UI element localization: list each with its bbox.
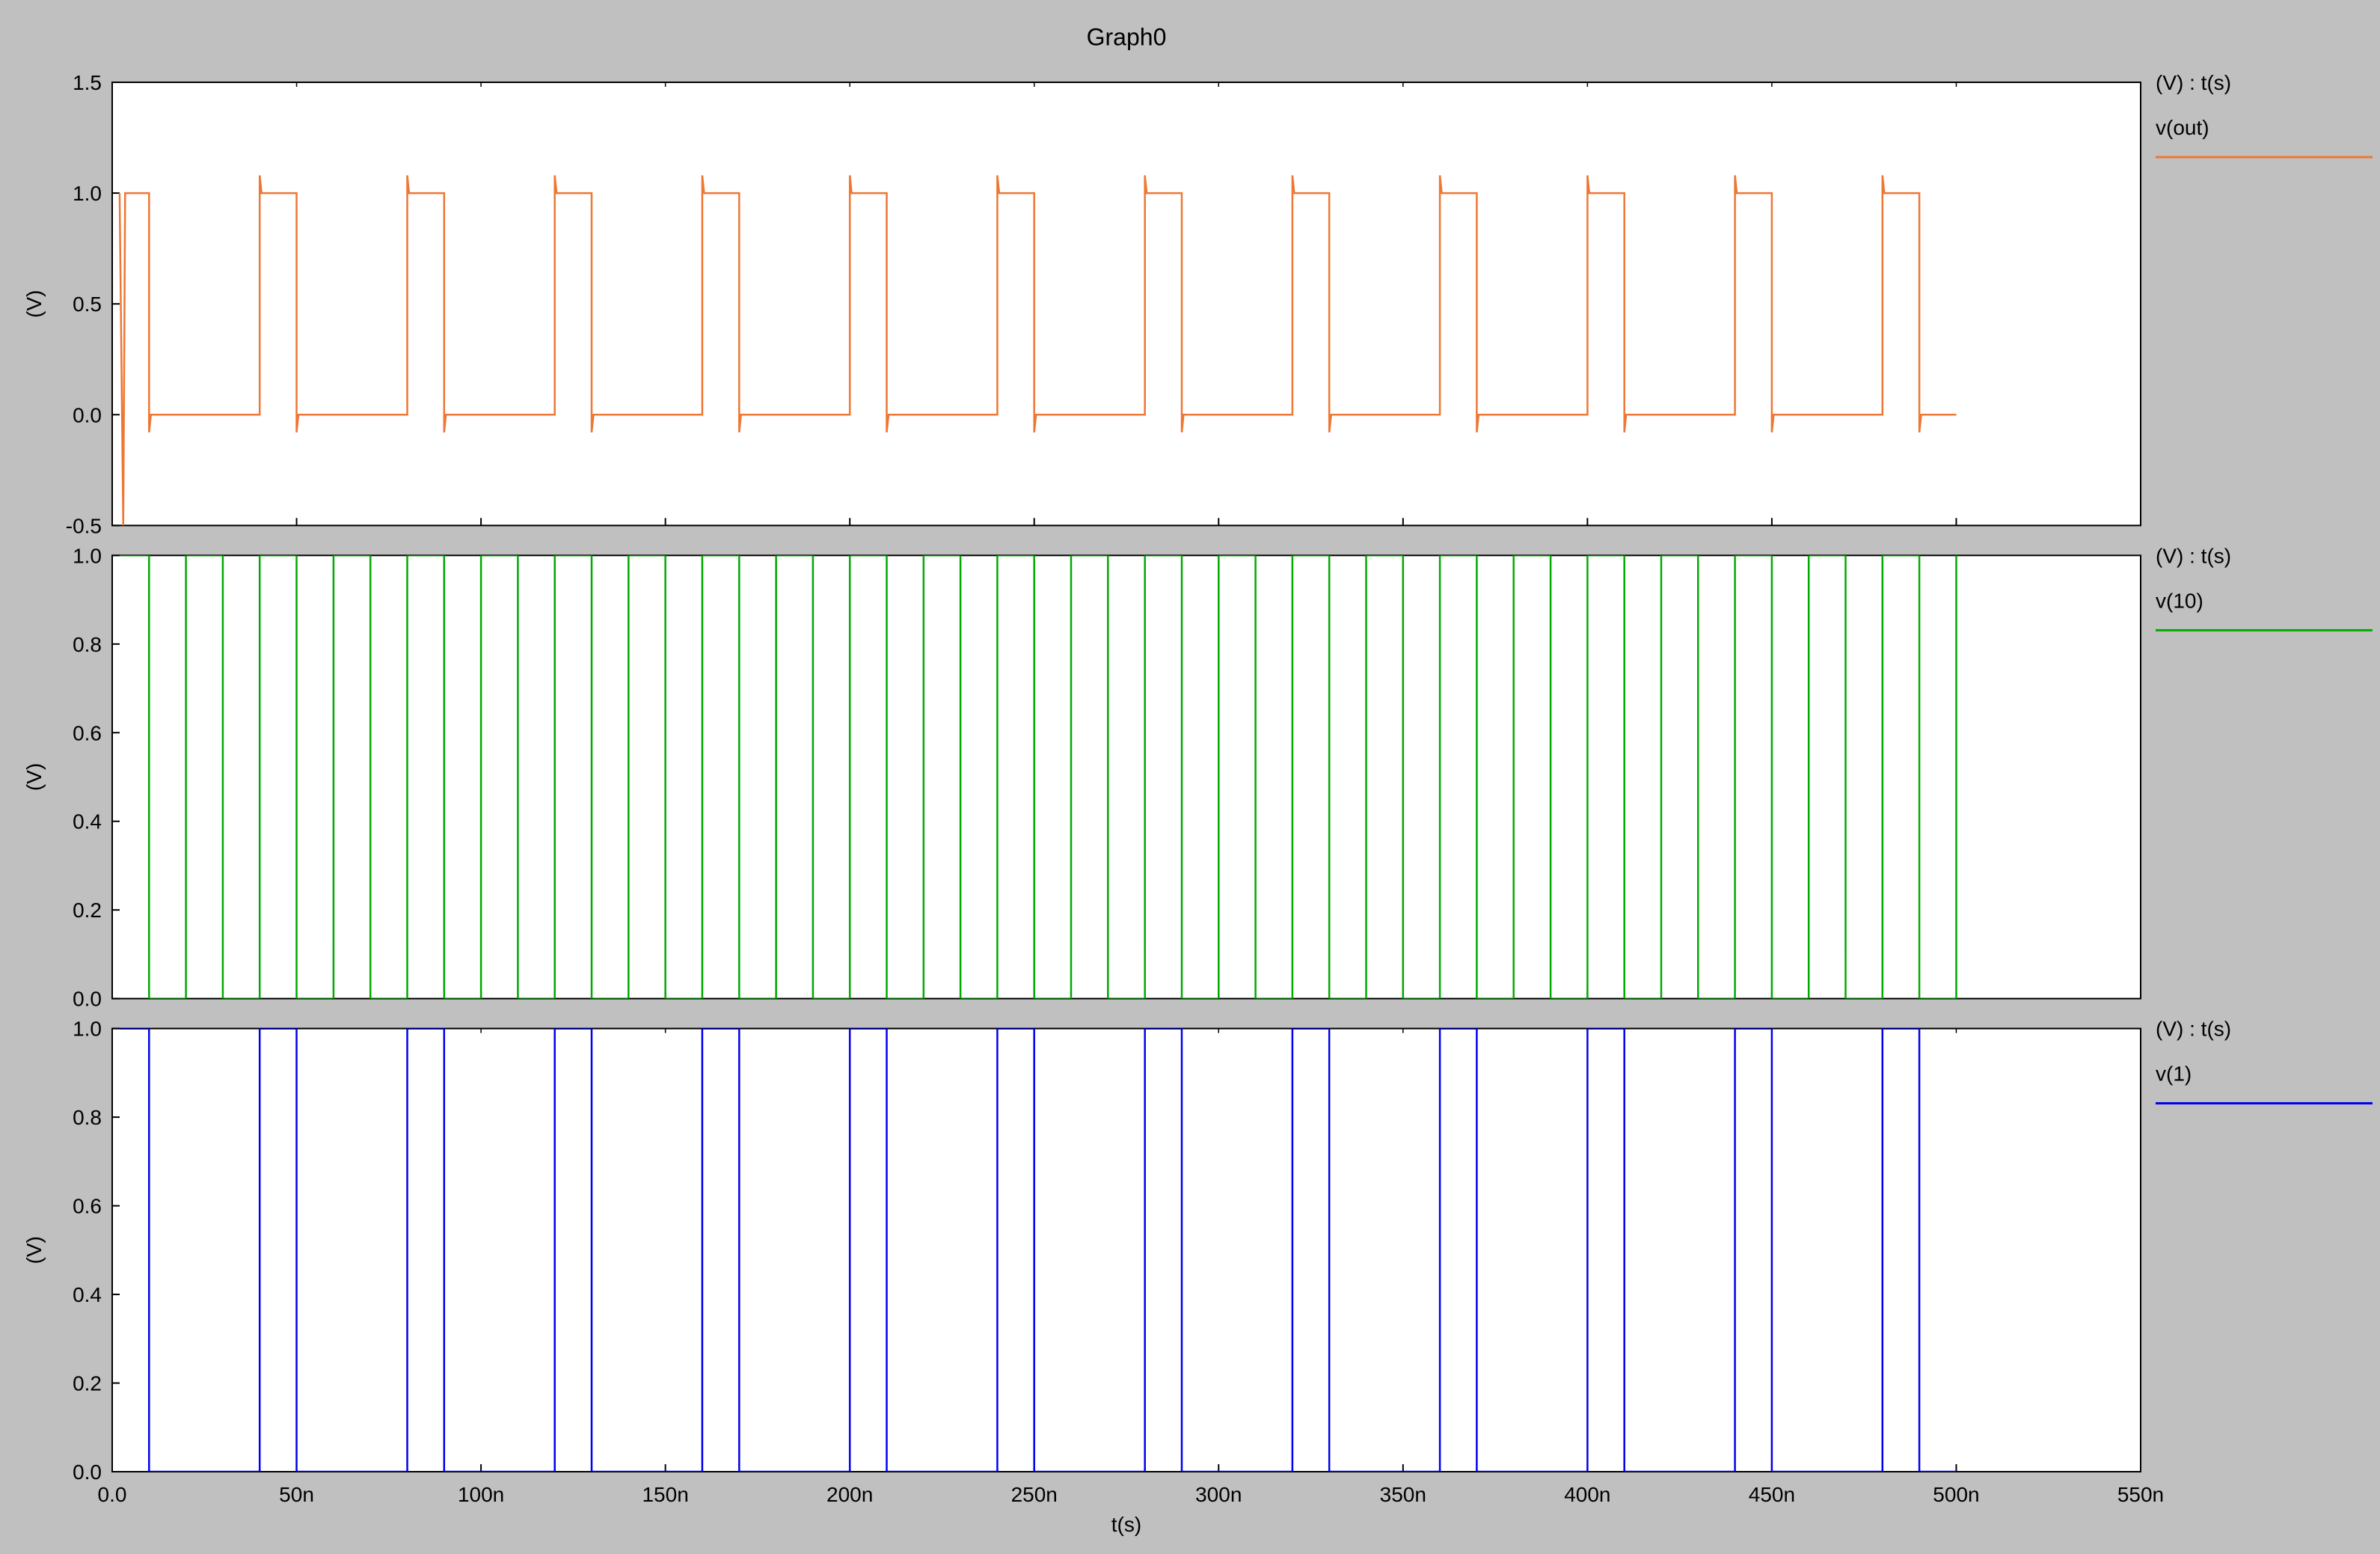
x-tick-label: 250n — [1011, 1483, 1058, 1506]
y-tick-label: 0.2 — [73, 899, 102, 922]
x-tick-label: 550n — [2117, 1483, 2164, 1506]
y-tick-label: 1.5 — [73, 71, 102, 94]
legend-signal-name: v(out) — [2156, 116, 2209, 139]
legend-header: (V) : t(s) — [2156, 1018, 2231, 1041]
x-tick-label: 0.0 — [98, 1483, 127, 1506]
legend-header: (V) : t(s) — [2156, 71, 2231, 94]
y-axis-label: (V) — [22, 290, 46, 318]
x-tick-label: 400n — [1564, 1483, 1610, 1506]
chart-title: Graph0 — [1087, 24, 1167, 51]
x-tick-label: 300n — [1195, 1483, 1242, 1506]
plot-area-0 — [112, 82, 2141, 525]
x-tick-label: 500n — [1933, 1483, 1979, 1506]
y-tick-label: 0.0 — [73, 403, 102, 426]
y-tick-label: 0.0 — [73, 1460, 102, 1484]
y-axis-label: (V) — [22, 1236, 46, 1264]
x-tick-label: 200n — [826, 1483, 873, 1506]
y-tick-label: 1.0 — [73, 182, 102, 205]
y-tick-label: 0.8 — [73, 633, 102, 656]
x-tick-label: 350n — [1380, 1483, 1426, 1506]
y-tick-label: 1.0 — [73, 544, 102, 567]
chart-container: Graph0 -0.5 0.0 0.5 1.0 1.5 (V) (V) : t(s) v(out… — [0, 0, 2380, 1554]
y-tick-label: 0.0 — [73, 988, 102, 1011]
legend-signal-name: v(10) — [2156, 589, 2203, 612]
y-tick-label: 0.6 — [73, 1195, 102, 1218]
y-tick-label: 1.0 — [73, 1018, 102, 1041]
x-tick-label: 450n — [1749, 1483, 1795, 1506]
y-tick-label: 0.2 — [73, 1372, 102, 1395]
y-tick-label: 0.4 — [73, 810, 102, 833]
y-axis-label: (V) — [22, 763, 46, 791]
y-tick-label: 0.8 — [73, 1106, 102, 1129]
plot-area-1 — [112, 555, 2141, 998]
x-tick-label: 50n — [279, 1483, 314, 1506]
x-axis-label: t(s) — [1111, 1513, 1141, 1536]
chart-svg: Graph0 -0.5 0.0 0.5 1.0 1.5 (V) (V) : t(s) v(out… — [0, 0, 2380, 1554]
y-tick-label: 0.6 — [73, 721, 102, 744]
legend-signal-name: v(1) — [2156, 1062, 2192, 1086]
x-tick-label: 100n — [458, 1483, 504, 1506]
x-tick-label: 150n — [642, 1483, 688, 1506]
plot-area-2 — [112, 1029, 2141, 1472]
y-tick-label: -0.5 — [66, 514, 102, 537]
y-tick-label: 0.4 — [73, 1283, 102, 1306]
y-tick-label: 0.5 — [73, 293, 102, 316]
legend-header: (V) : t(s) — [2156, 544, 2231, 567]
